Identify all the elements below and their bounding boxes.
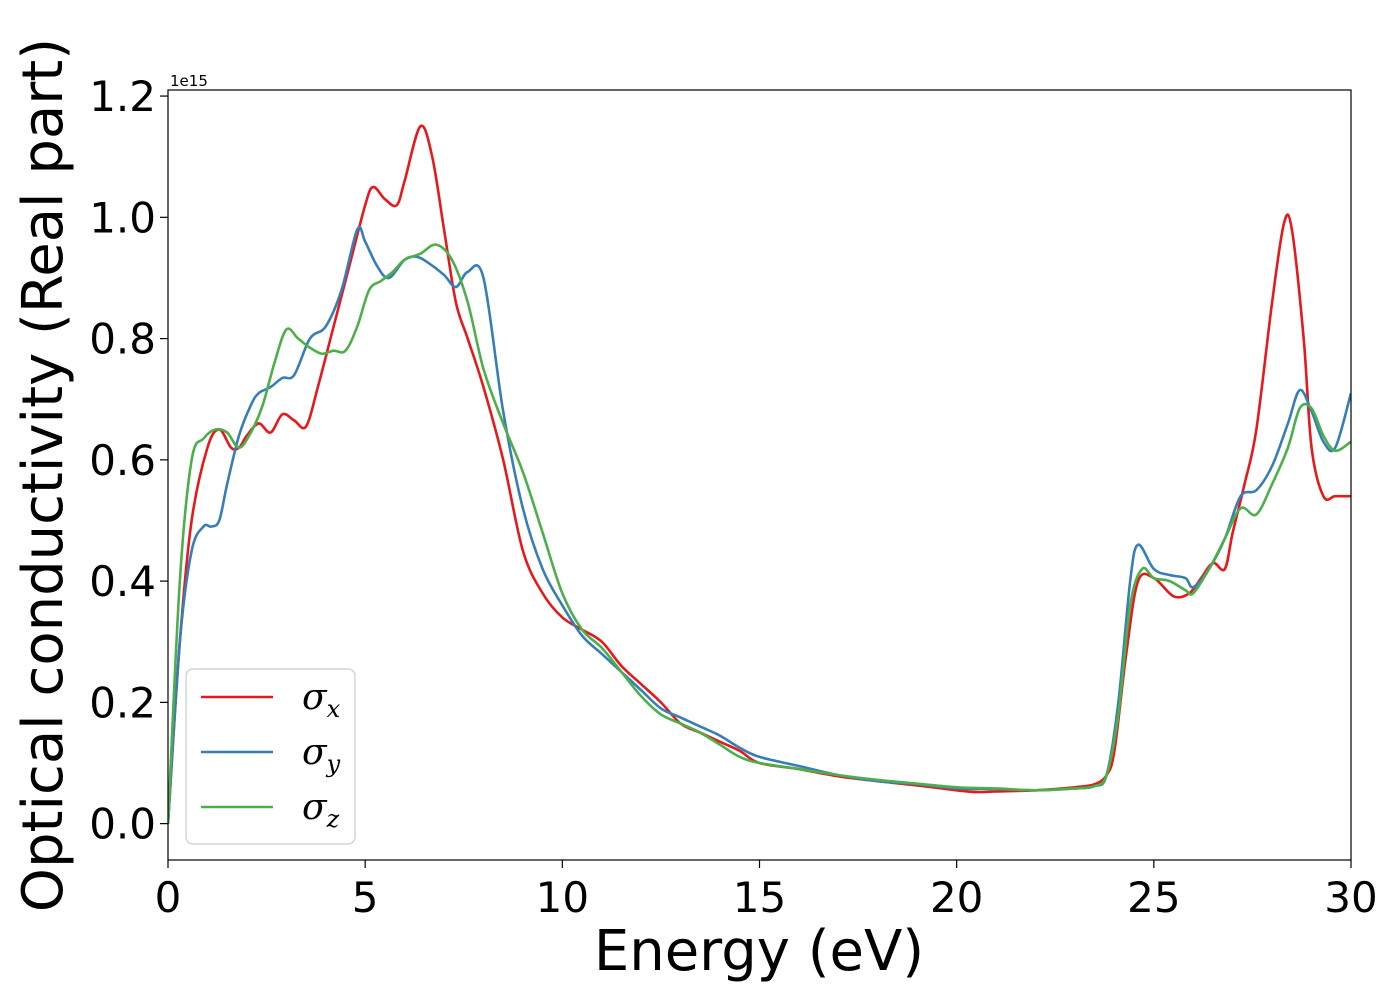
y-axis-ticks: 0.0 0.2 0.4 0.6 0.8 1.0 1.2 [89,72,168,849]
y-tick-label: 0.6 [89,436,156,485]
x-axis-label: Energy (eV) [594,919,924,984]
x-tick-label: 0 [155,873,182,922]
x-axis-ticks: 0 5 10 15 20 25 30 [155,860,1378,922]
series-line-y [168,225,1351,824]
x-tick-label: 20 [930,873,983,922]
y-tick-label: 0.2 [89,678,156,727]
legend-box [185,668,356,845]
x-tick-label: 25 [1127,873,1180,922]
y-tick-label: 1.0 [89,193,156,242]
x-tick-label: 30 [1324,873,1377,922]
y-tick-label: 0.8 [89,315,156,364]
y-offset-label: 1e15 [170,72,208,90]
x-tick-label: 15 [733,873,786,922]
series-line-x [168,124,1351,824]
series-lines [168,124,1351,824]
legend-label-z: σz [302,787,340,833]
legend-label-y: σy [302,732,341,778]
y-axis-label: Optical conductivity (Real part) [11,38,76,912]
y-tick-label: 0.4 [89,557,156,606]
series-line-z [168,243,1351,824]
legend: σx σy σz [185,668,356,845]
x-tick-label: 5 [352,873,379,922]
legend-label-x: σx [302,677,341,723]
x-tick-label: 10 [536,873,589,922]
y-tick-label: 1.2 [89,72,156,121]
y-tick-label: 0.0 [89,800,156,849]
